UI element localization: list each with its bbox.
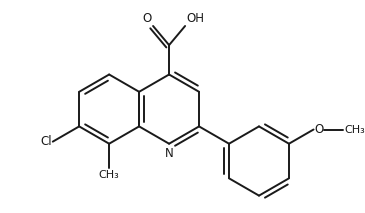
Text: N: N: [165, 147, 173, 160]
Text: OH: OH: [186, 12, 204, 25]
Text: O: O: [143, 12, 152, 25]
Text: CH₃: CH₃: [344, 125, 365, 135]
Text: Cl: Cl: [40, 135, 52, 148]
Text: CH₃: CH₃: [99, 170, 119, 180]
Text: O: O: [315, 123, 324, 136]
